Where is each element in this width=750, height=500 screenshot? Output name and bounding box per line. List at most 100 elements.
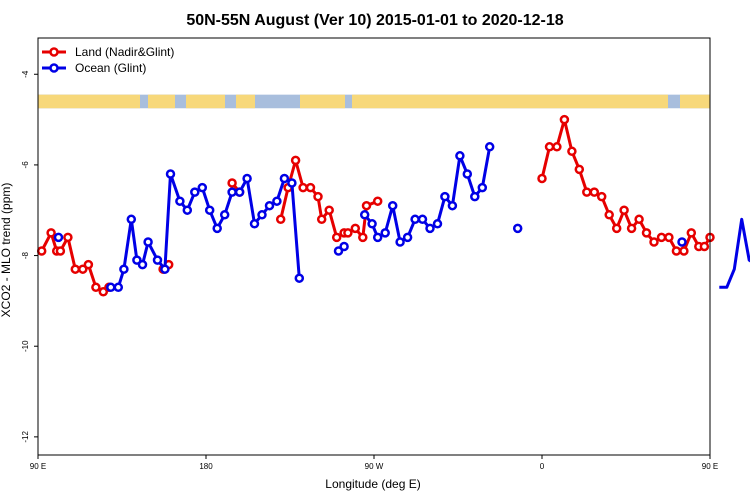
data-point bbox=[559, 114, 570, 125]
data-point bbox=[249, 219, 260, 229]
legend-swatch-marker bbox=[49, 47, 59, 57]
data-point bbox=[410, 214, 420, 225]
land-band bbox=[236, 94, 255, 109]
data-point bbox=[305, 182, 316, 193]
data-point bbox=[143, 237, 153, 247]
data-point bbox=[447, 200, 458, 211]
data-point bbox=[372, 232, 383, 243]
data-point bbox=[331, 232, 342, 243]
data-point bbox=[294, 273, 305, 283]
land-band bbox=[680, 94, 710, 109]
data-point bbox=[395, 237, 405, 247]
data-point bbox=[113, 282, 124, 293]
data-point bbox=[544, 142, 555, 152]
data-point bbox=[380, 228, 390, 238]
y-axis-label: XCO2 - MLO trend (ppm) bbox=[0, 183, 13, 318]
legend-item-ocean: Ocean (Glint) bbox=[42, 61, 146, 75]
land-band bbox=[186, 94, 225, 109]
y-tick-label: -4 bbox=[21, 70, 30, 78]
data-point bbox=[137, 259, 148, 270]
data-point bbox=[440, 191, 450, 202]
y-tick-label: -6 bbox=[21, 161, 30, 169]
data-point bbox=[242, 173, 252, 184]
data-point bbox=[367, 219, 377, 229]
series-ocean bbox=[53, 142, 750, 293]
data-point bbox=[290, 155, 301, 166]
data-point bbox=[671, 246, 682, 256]
data-point bbox=[432, 219, 443, 229]
data-point bbox=[70, 264, 81, 274]
data-point bbox=[484, 142, 495, 152]
data-point bbox=[699, 241, 710, 252]
data-point bbox=[358, 232, 368, 243]
y-tick-label: -12 bbox=[21, 431, 30, 443]
land-ocean-strip bbox=[38, 94, 710, 109]
data-point bbox=[316, 214, 327, 225]
data-point bbox=[677, 237, 687, 247]
data-point bbox=[264, 200, 275, 211]
data-point bbox=[604, 210, 614, 220]
legend-label: Ocean (Glint) bbox=[75, 61, 146, 75]
data-point bbox=[165, 169, 176, 179]
data-point bbox=[470, 191, 480, 202]
series-land bbox=[36, 114, 715, 297]
x-tick-label: 180 bbox=[199, 462, 213, 471]
data-point bbox=[106, 282, 116, 293]
data-point bbox=[619, 205, 629, 215]
chart-title: 50N-55N August (Ver 10) 2015-01-01 to 20… bbox=[186, 12, 563, 29]
data-point bbox=[279, 173, 290, 184]
x-tick-label: 90 W bbox=[365, 462, 384, 471]
x-tick-label: 90 E bbox=[30, 462, 46, 471]
data-point bbox=[634, 214, 644, 225]
legend-item-land: Land (Nadir&Glint) bbox=[42, 45, 174, 59]
data-point bbox=[512, 223, 523, 234]
data-point bbox=[212, 223, 222, 234]
data-point bbox=[402, 232, 413, 243]
data-point bbox=[78, 264, 88, 274]
data-point bbox=[234, 187, 245, 197]
data-point bbox=[298, 182, 308, 193]
legend-label: Land (Nadir&Glint) bbox=[75, 45, 174, 59]
data-point bbox=[275, 214, 286, 225]
data-point bbox=[53, 232, 64, 243]
data-point bbox=[227, 178, 237, 188]
legend-swatch-marker bbox=[49, 63, 59, 73]
data-point bbox=[537, 173, 547, 184]
data-point bbox=[664, 232, 674, 243]
data-point bbox=[359, 210, 370, 220]
data-point bbox=[455, 151, 465, 161]
data-point bbox=[679, 246, 689, 256]
data-point bbox=[462, 169, 473, 179]
data-point bbox=[190, 187, 200, 197]
data-point bbox=[361, 200, 372, 211]
data-point bbox=[227, 187, 237, 197]
data-point bbox=[611, 223, 622, 234]
data-point bbox=[589, 187, 600, 197]
data-point bbox=[272, 196, 282, 206]
data-point bbox=[204, 205, 215, 215]
data-point bbox=[656, 232, 667, 243]
data-point bbox=[160, 264, 170, 274]
y-axis-ticks: -4 -6 -8 -10 -12 bbox=[21, 70, 38, 443]
series-line bbox=[719, 217, 750, 289]
x-tick-label: 90 E bbox=[702, 462, 718, 471]
land-band bbox=[300, 94, 345, 109]
data-point bbox=[83, 259, 94, 270]
data-point bbox=[596, 191, 607, 202]
land-band bbox=[352, 94, 668, 109]
data-point bbox=[567, 146, 577, 157]
data-point bbox=[552, 142, 562, 152]
data-point bbox=[219, 210, 230, 220]
data-point bbox=[152, 255, 163, 265]
x-axis-label: Longitude (deg E) bbox=[325, 477, 420, 491]
y-tick-label: -8 bbox=[21, 251, 30, 259]
data-point bbox=[649, 237, 659, 247]
data-point bbox=[36, 246, 47, 256]
data-point bbox=[343, 228, 353, 238]
legend: Land (Nadir&Glint) Ocean (Glint) bbox=[42, 45, 174, 75]
data-point bbox=[46, 228, 56, 238]
data-point bbox=[641, 228, 652, 238]
y-tick-label: -10 bbox=[21, 340, 30, 352]
